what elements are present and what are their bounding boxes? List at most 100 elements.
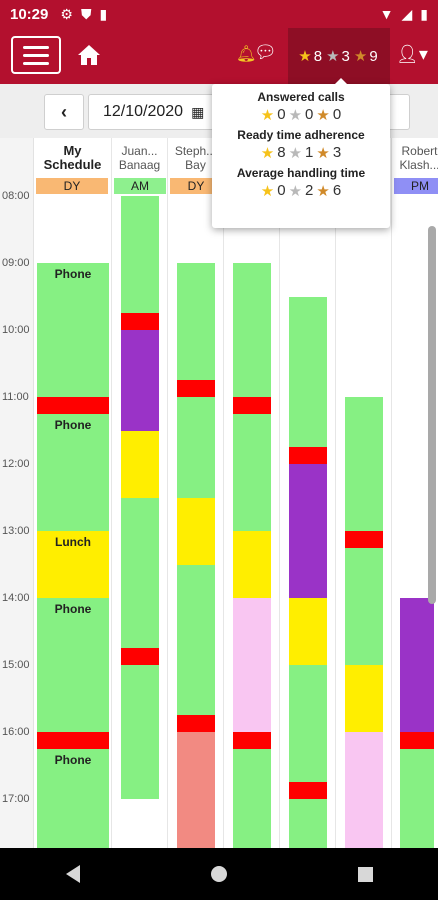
activity-block[interactable] [400, 732, 434, 749]
avg-handling-title: Average handling time [236, 166, 366, 180]
time-label: 16:00 [2, 726, 30, 738]
gold-star-icon: ★ [260, 145, 275, 162]
activity-lunch[interactable]: Lunch [37, 531, 109, 598]
activity-phone[interactable]: Phone [37, 413, 109, 531]
popover-arrow [334, 78, 348, 85]
activity-block[interactable] [121, 330, 159, 431]
activity-block[interactable] [121, 648, 159, 665]
time-label: 09:00 [2, 257, 30, 269]
back-icon[interactable] [65, 865, 80, 883]
activity-block[interactable] [37, 732, 109, 749]
signal-icon: ◢ [401, 5, 413, 22]
activity-block[interactable] [121, 196, 159, 314]
activity-phone[interactable]: Phone [37, 598, 109, 732]
activity-block[interactable] [345, 531, 383, 548]
header-line2: Banaag [118, 158, 161, 172]
activity-block[interactable] [177, 497, 215, 565]
activity-label: Phone [54, 752, 92, 767]
column-juan-banaag: Juan... Banaag AM [112, 138, 168, 848]
activity-block[interactable] [177, 732, 215, 848]
bronze-star-icon: ★ [316, 183, 330, 200]
ready-silver: 1 [305, 144, 314, 161]
ready-time-section: Ready time adherence ★ 8 ★ 1 ★ 3 [216, 128, 386, 162]
activity-block[interactable] [345, 547, 383, 665]
system-nav-bar [0, 848, 438, 900]
header-line2: Klash... [399, 158, 438, 172]
silver-star-icon: ★ [288, 145, 303, 162]
bell-icon[interactable]: 🔔︎ [236, 46, 257, 63]
column-agent-5 [280, 138, 336, 848]
avg-handling-section: Average handling time ★ 0 ★ 2 ★ 6 [216, 166, 386, 200]
activity-block[interactable] [233, 413, 271, 531]
time-label: 11:00 [2, 391, 29, 403]
activity-phone[interactable]: Phone [37, 748, 109, 848]
column-header: Steph... Bay [168, 144, 223, 172]
home-circle-icon[interactable] [210, 866, 227, 882]
bronze-star-icon: ★ [353, 48, 368, 65]
activity-block[interactable] [177, 397, 215, 498]
recents-icon[interactable] [357, 866, 373, 882]
ratings-popover: Answered calls ★ 0 ★ 0 ★ 0 Ready time adher… [212, 84, 390, 228]
activity-block[interactable] [177, 380, 215, 397]
activity-block[interactable] [233, 531, 271, 598]
chat-icon[interactable]: 💬︎ [254, 42, 277, 62]
vertical-scrollbar[interactable] [428, 226, 436, 604]
activity-block[interactable] [233, 748, 271, 848]
answered-bronze: 0 [332, 106, 342, 123]
activity-block[interactable] [121, 430, 159, 498]
activity-block[interactable] [289, 598, 327, 665]
bronze-count: 9 [369, 47, 378, 65]
activity-block[interactable] [233, 732, 271, 749]
activity-block[interactable] [233, 263, 271, 397]
home-icon[interactable] [76, 42, 102, 68]
activity-phone[interactable]: Phone [37, 263, 109, 397]
user-menu-icon[interactable]: 👤︎▾ [396, 44, 428, 64]
activity-block[interactable] [400, 748, 434, 848]
header-line2: Bay [185, 158, 206, 172]
date-value: 12/10/2020 [103, 103, 184, 120]
gold-star-icon: ★ [260, 183, 275, 200]
activity-block[interactable] [345, 732, 383, 848]
activity-block[interactable] [289, 799, 327, 848]
time-label: 10:00 [2, 324, 30, 336]
chevron-left-icon: ‹ [61, 101, 67, 122]
silver-star-icon: ★ [326, 48, 340, 65]
activity-block[interactable] [400, 598, 434, 732]
time-label: 08:00 [2, 190, 30, 202]
column-my-schedule: My Schedule DY Phone Phone Lunch Phone Phone [34, 138, 112, 848]
activity-block[interactable] [233, 397, 271, 414]
activity-block[interactable] [289, 665, 327, 783]
menu-button[interactable] [11, 36, 61, 74]
time-label: 13:00 [2, 525, 30, 537]
activity-block[interactable] [233, 598, 271, 732]
avg-bronze: 6 [332, 182, 342, 199]
column-agent-4 [224, 138, 280, 848]
gold-star-icon: ★ [260, 107, 275, 124]
activity-block[interactable] [121, 497, 159, 649]
activity-block[interactable] [289, 782, 327, 799]
prev-day-button[interactable]: ‹ [44, 94, 84, 130]
column-robert-klash: Robert Klash... PM [392, 138, 438, 848]
activity-block[interactable] [121, 313, 159, 330]
wifi-icon: ▼ [379, 6, 394, 22]
activity-block[interactable] [289, 464, 327, 598]
gold-count: 8 [313, 47, 323, 65]
time-label: 12:00 [2, 458, 30, 470]
date-picker[interactable]: 12/10/2020 ▦ [88, 94, 218, 130]
activity-block[interactable] [345, 665, 383, 732]
avg-silver: 2 [305, 182, 314, 199]
activity-block[interactable] [345, 397, 383, 531]
answered-calls-section: Answered calls ★ 0 ★ 0 ★ 0 [216, 90, 386, 124]
activity-block[interactable] [177, 564, 215, 716]
avg-gold: 0 [277, 182, 286, 199]
activity-block[interactable] [289, 447, 327, 464]
activity-block[interactable] [177, 715, 215, 732]
activity-block[interactable] [37, 397, 109, 414]
ratings-button[interactable]: ★ 8 ★ 3 ★ 9 [288, 28, 390, 84]
activity-label: Phone [54, 417, 92, 432]
activity-block[interactable] [289, 296, 327, 448]
calendar-icon: ▦ [191, 103, 205, 120]
activity-block[interactable] [177, 263, 215, 381]
activity-block[interactable] [121, 665, 159, 799]
